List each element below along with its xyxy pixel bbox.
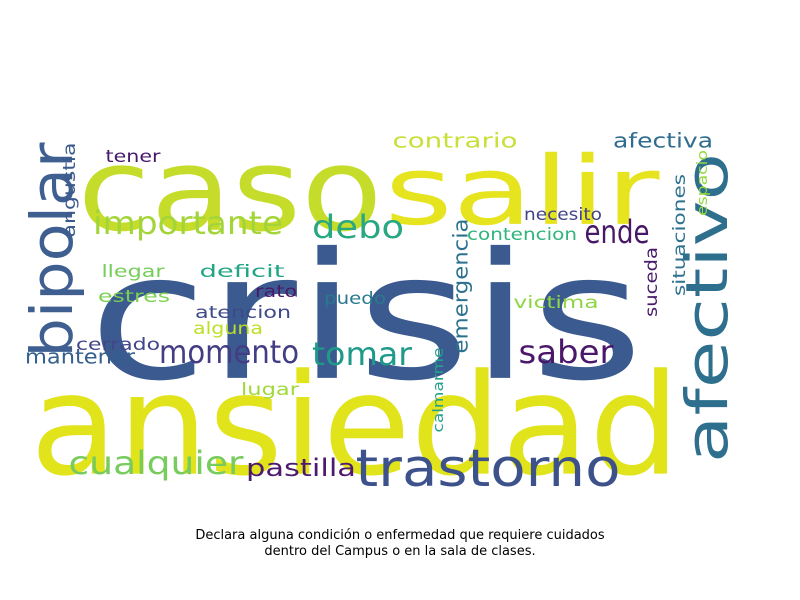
word-puedo: puedo — [324, 289, 386, 309]
word-afectiva: afectiva — [613, 129, 713, 153]
word-suceda: suceda — [642, 247, 662, 317]
word-llegar: llegar — [102, 262, 165, 282]
word-necesito: necesito — [524, 205, 602, 225]
word-contencion: contencion — [467, 225, 577, 245]
word-ende: ende — [585, 213, 650, 251]
word-espacio: espacio — [695, 150, 711, 216]
word-bipolar: bipolar — [18, 142, 86, 357]
word-cerrado: cerrado — [76, 335, 160, 355]
word-mantener: mantener — [25, 345, 136, 369]
caption-line-1: Declara alguna condición o enfermedad qu… — [195, 528, 605, 543]
word-emergencia: emergencia — [449, 219, 473, 354]
word-salir: salir — [385, 137, 661, 247]
word-contrario: contrario — [393, 129, 518, 153]
word-pastilla: pastilla — [246, 454, 356, 482]
word-victima: victima — [514, 293, 599, 313]
word-deficit: deficit — [200, 262, 286, 282]
word-estres: estres — [98, 287, 170, 307]
word-ansiedad: ansiedad — [30, 345, 680, 508]
caption-line-2: dentro del Campus o en la sala de clases… — [264, 544, 536, 559]
word-calmarme: calmarme — [431, 348, 447, 433]
word-caso: caso — [78, 124, 383, 258]
word-situaciones: situaciones — [670, 174, 690, 296]
word-momento: momento — [159, 333, 299, 371]
word-alguna: alguna — [193, 319, 263, 339]
word-afectivo: afectivo — [673, 153, 741, 463]
word-angustia: angustia — [60, 143, 80, 238]
word-lugar: lugar — [241, 380, 299, 400]
word-trastorno: trastorno — [356, 439, 621, 499]
word-saber: saber — [519, 333, 615, 371]
word-crisis: crisis — [89, 217, 644, 420]
chart-caption: Declara alguna condición o enfermedad qu… — [0, 528, 800, 560]
word-rato: rato — [255, 282, 297, 302]
word-importante: importante — [93, 204, 283, 242]
word-tener: tener — [106, 147, 161, 167]
word-tomar: tomar — [312, 335, 413, 373]
word-atencion: atencion — [195, 303, 291, 323]
word-debo: debo — [312, 208, 404, 246]
word-cualquier: cualquier — [69, 444, 245, 482]
